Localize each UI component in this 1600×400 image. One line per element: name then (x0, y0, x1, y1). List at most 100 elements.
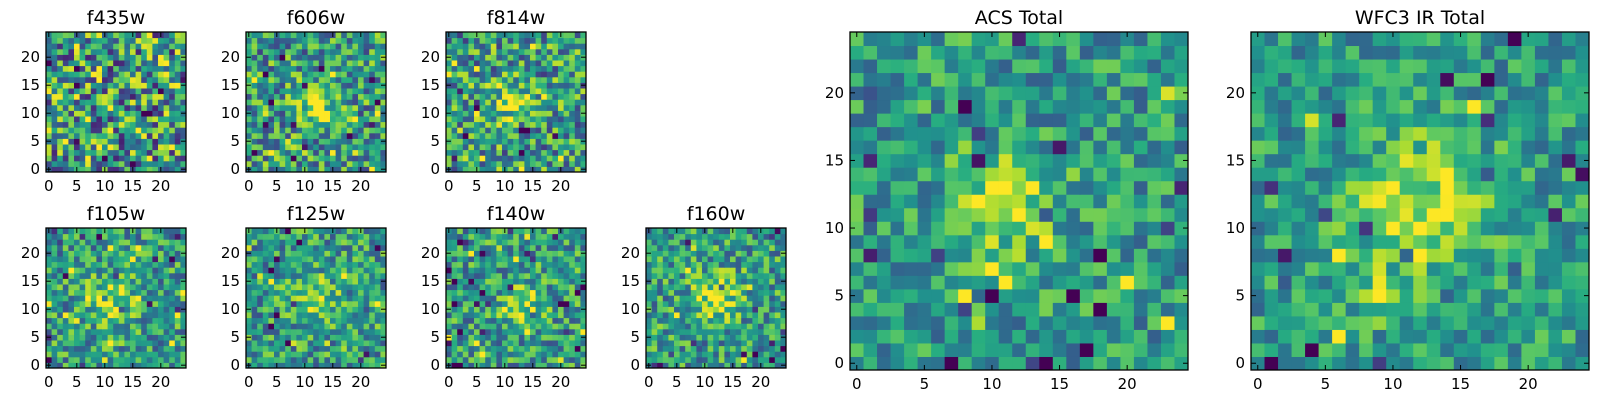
heatmap-cell (102, 110, 109, 117)
heatmap-cell (352, 166, 359, 173)
heatmap-cell (107, 43, 114, 50)
heatmap-cell (674, 312, 681, 319)
heatmap-cell (363, 65, 370, 72)
heatmap-cell (490, 295, 497, 302)
heatmap-cell (530, 116, 537, 123)
heatmap-cell (558, 160, 565, 167)
heatmap-cell (152, 138, 159, 145)
heatmap-cell (246, 48, 253, 55)
heatmap-cell (524, 345, 531, 352)
heatmap-cell (274, 127, 281, 134)
heatmap-cell (363, 345, 370, 352)
heatmap-cell (124, 116, 131, 123)
heatmap-cell (563, 138, 570, 145)
heatmap-cell (85, 149, 92, 156)
heatmap-cell (346, 272, 353, 279)
heatmap-cell (674, 289, 681, 296)
heatmap-cell (530, 149, 537, 156)
heatmap-cell (152, 261, 159, 268)
heatmap-cell (468, 132, 475, 139)
heatmap-cell (363, 54, 370, 61)
heatmap-cell (718, 228, 725, 235)
heatmap-cell (107, 272, 114, 279)
heatmap-cell (279, 323, 286, 330)
x-tick-label: 5 (272, 373, 282, 391)
heatmap-cell (380, 317, 387, 324)
heatmap-cell (468, 65, 475, 72)
heatmap-cell (707, 228, 714, 235)
heatmap-cell (296, 43, 303, 50)
heatmap-cell (279, 356, 286, 363)
axes-frame (45, 227, 187, 369)
heatmap-cell (769, 289, 776, 296)
heatmap-cell (352, 323, 359, 330)
heatmap-cell (479, 116, 486, 123)
heatmap-cell (502, 256, 509, 263)
heatmap-cell (285, 362, 292, 369)
heatmap-cell (152, 345, 159, 352)
heatmap-cell (290, 362, 297, 369)
heatmap-cell (251, 328, 258, 335)
heatmap-cell (318, 345, 325, 352)
heatmap-cell (569, 345, 576, 352)
heatmap-cell (285, 233, 292, 240)
heatmap-cell (451, 351, 458, 358)
y-tick-label: 15 (221, 76, 240, 94)
heatmap-cell (468, 54, 475, 61)
heatmap-cell (251, 334, 258, 341)
heatmap-cell (57, 104, 64, 111)
heatmap-cell (552, 328, 559, 335)
heatmap-cell (262, 166, 269, 173)
heatmap-cell (324, 306, 331, 313)
heatmap-cell (507, 65, 514, 72)
heatmap-cell (313, 328, 320, 335)
heatmap-cell (369, 356, 376, 363)
heatmap-cell (702, 233, 709, 240)
heatmap-cell (285, 116, 292, 123)
heatmap-cell (657, 284, 664, 291)
heatmap-cell (507, 88, 514, 95)
heatmap-cell (51, 132, 58, 139)
heatmap-cell (46, 76, 53, 83)
heatmap-cell (102, 256, 109, 263)
heatmap-cell (490, 323, 497, 330)
heatmap-cell (535, 65, 542, 72)
heatmap-cell (507, 99, 514, 106)
heatmap-cell (730, 317, 737, 324)
heatmap-cell (569, 65, 576, 72)
heatmap-cell (485, 323, 492, 330)
heatmap-cell (51, 37, 58, 44)
heatmap-cell (318, 121, 325, 128)
heatmap-cell (474, 239, 481, 246)
heatmap-cell (62, 132, 69, 139)
heatmap-cell (152, 93, 159, 100)
heatmap-cell (457, 116, 464, 123)
heatmap-cell (174, 256, 181, 263)
heatmap-cell (485, 43, 492, 50)
heatmap-cell (74, 334, 81, 341)
heatmap-cell (158, 54, 165, 61)
heatmap-cell (468, 362, 475, 369)
heatmap-cell (279, 345, 286, 352)
heatmap-cell (541, 317, 548, 324)
axes-frame (245, 31, 387, 173)
heatmap-cell (569, 328, 576, 335)
heatmap-cell (485, 127, 492, 134)
heatmap-cell (451, 76, 458, 83)
heatmap-cell (130, 110, 137, 117)
heatmap-cell (518, 278, 525, 285)
heatmap-cell (318, 54, 325, 61)
heatmap-cell (262, 261, 269, 268)
heatmap-cell (313, 93, 320, 100)
heatmap-cell (1106, 234, 1121, 249)
heatmap-cell (341, 272, 348, 279)
heatmap-cell (696, 261, 703, 268)
heatmap-cell (335, 284, 342, 291)
heatmap-cell (541, 71, 548, 78)
heatmap-cell (135, 37, 142, 44)
heatmap-cell (468, 233, 475, 240)
heatmap-cell (1052, 275, 1067, 290)
heatmap-cell (668, 351, 675, 358)
heatmap-cell (130, 300, 137, 307)
